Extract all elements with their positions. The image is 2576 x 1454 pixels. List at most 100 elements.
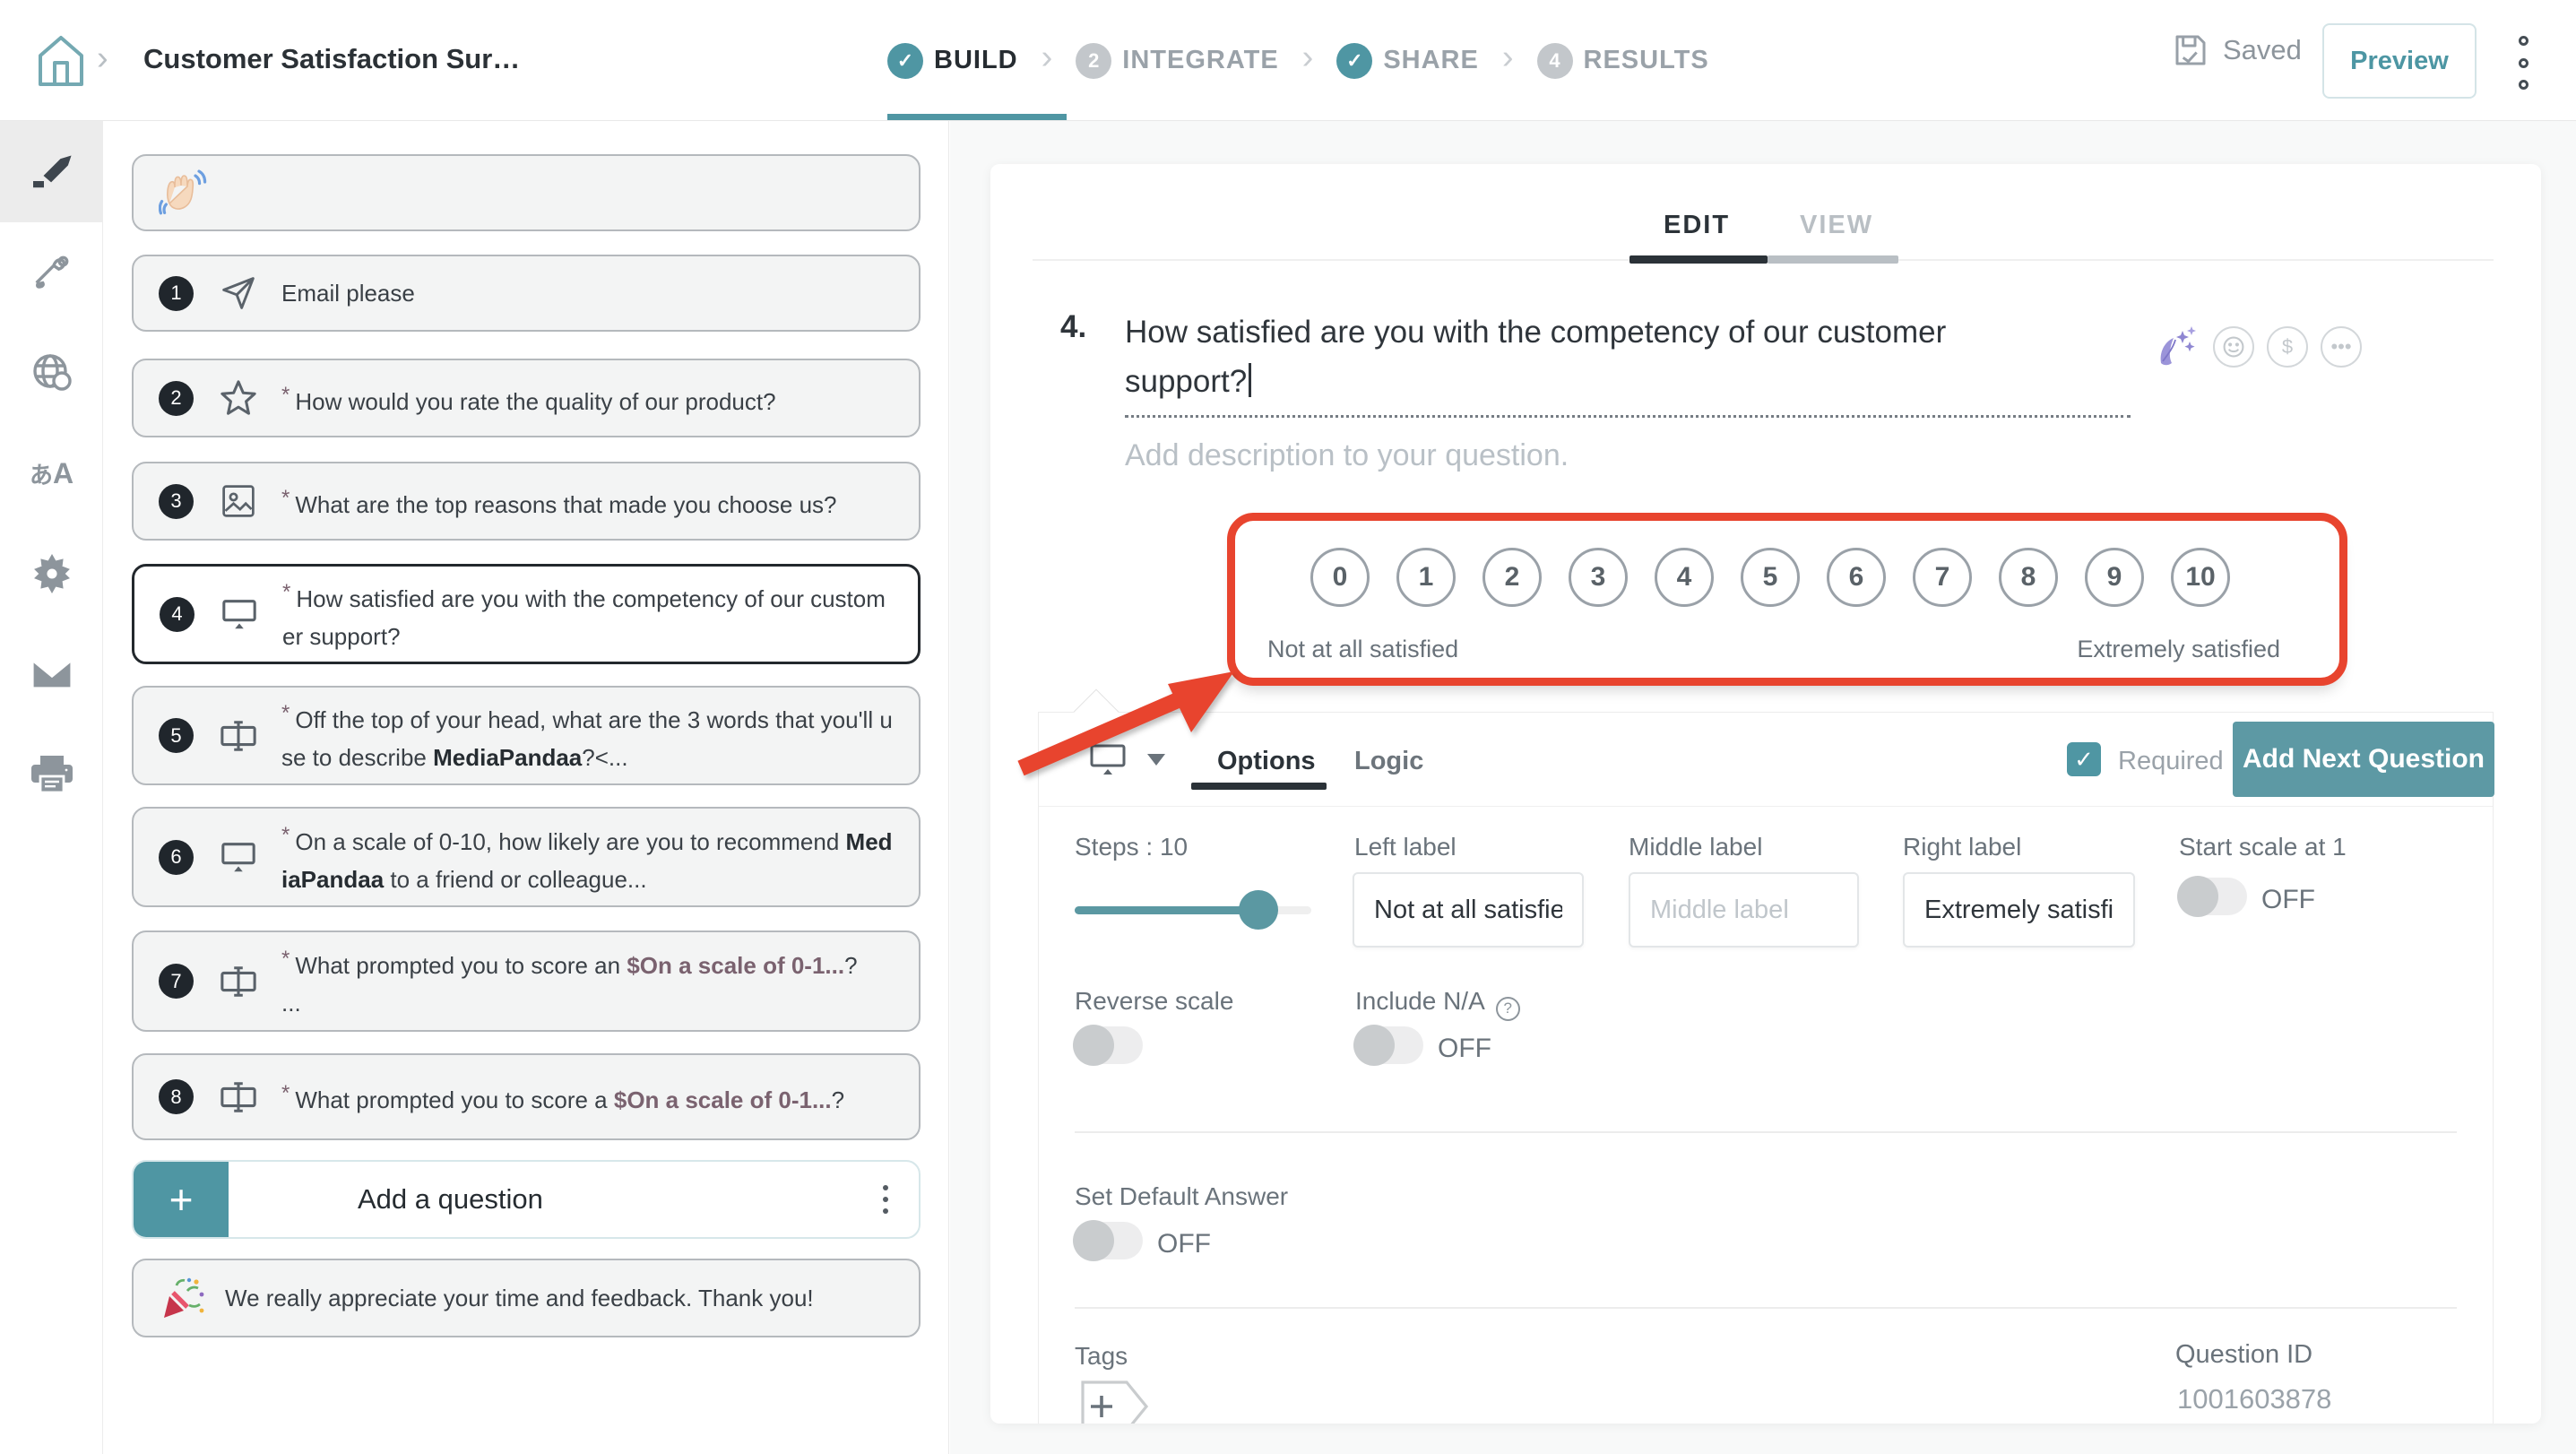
question-item-5[interactable]: 5 * Off the top of your head, what are th…	[132, 686, 921, 785]
question-item-6[interactable]: 6 * On a scale of 0-10, how likely are yo…	[132, 807, 921, 907]
scale-option-5[interactable]: 5	[1741, 548, 1800, 607]
question-item-1[interactable]: 1 Email please	[132, 255, 921, 332]
more-actions-icon[interactable]: •••	[2321, 326, 2362, 368]
start-scale-label: Start scale at 1	[2179, 833, 2347, 861]
add-question-button[interactable]: + Add a question	[132, 1160, 921, 1239]
tags-label: Tags	[1075, 1342, 1128, 1370]
slider-thumb[interactable]	[1239, 890, 1278, 930]
question-item-3[interactable]: 3 * What are the top reasons that made yo…	[132, 462, 921, 541]
question-text: * What prompted you to score a $On a scal…	[281, 1081, 845, 1113]
tab-options[interactable]: Options	[1217, 747, 1316, 775]
reverse-scale-toggle[interactable]	[1073, 1025, 1143, 1066]
survey-title: Customer Satisfaction Sur…	[143, 43, 521, 74]
question-number-badge: 7	[159, 964, 194, 999]
variable-insert-icon[interactable]: $	[2267, 326, 2308, 368]
question-item-8[interactable]: 8 * What prompted you to score a $On a sc…	[132, 1053, 921, 1140]
options-tab-underline	[1191, 783, 1327, 790]
question-text: * How satisfied are you with the competen…	[282, 579, 886, 650]
thank-you-text: We really appreciate your time and feedb…	[225, 1285, 814, 1311]
step-integrate[interactable]: 2 INTEGRATE	[1076, 42, 1278, 79]
printer-icon	[30, 756, 73, 794]
step-results[interactable]: 4 RESULTS	[1536, 42, 1709, 79]
opinion-scale-icon	[1090, 744, 1126, 775]
scale-option-2[interactable]: 2	[1482, 548, 1542, 607]
scale-option-8[interactable]: 8	[1999, 548, 2058, 607]
rail-item-translate[interactable]: あA	[0, 423, 103, 524]
welcome-card[interactable]	[132, 154, 921, 231]
left-label-input[interactable]	[1353, 872, 1584, 948]
question-item-2[interactable]: 2 * How would you rate the quality of our…	[132, 359, 921, 437]
tab-view-underline	[1768, 255, 1898, 264]
tab-logic[interactable]: Logic	[1354, 747, 1424, 775]
scale-option-3[interactable]: 3	[1569, 548, 1628, 607]
description-placeholder[interactable]: Add description to your question.	[1125, 438, 1569, 472]
tab-view[interactable]: VIEW	[1800, 211, 1874, 239]
add-tag-button[interactable]	[1080, 1380, 1152, 1424]
thank-you-card[interactable]: We really appreciate your time and feedb…	[132, 1259, 921, 1337]
preview-button[interactable]: Preview	[2322, 23, 2477, 99]
edit-pencil-icon	[32, 154, 72, 187]
scale-option-7[interactable]: 7	[1913, 548, 1972, 607]
middle-label-input[interactable]	[1629, 872, 1859, 948]
opinion-scale-preview: 0 1 2 3 4 5 6 7 8 9 10	[1310, 548, 2230, 607]
include-na-toggle[interactable]	[1353, 1025, 1423, 1066]
question-title-actions: $ •••	[2154, 324, 2362, 370]
more-options-menu[interactable]	[2510, 36, 2537, 90]
question-number-badge: 5	[159, 718, 194, 753]
step-share[interactable]: ✓ SHARE	[1336, 42, 1479, 79]
left-icon-rail: あA	[0, 121, 103, 1454]
rail-item-settings[interactable]	[0, 524, 103, 624]
scale-option-6[interactable]: 6	[1827, 548, 1886, 607]
question-type-selector[interactable]	[1088, 741, 1165, 777]
check-icon: ✓	[1336, 42, 1373, 79]
question-text: Email please	[281, 280, 415, 307]
step-number-badge: 4	[1536, 42, 1573, 79]
rail-item-theme[interactable]	[0, 222, 103, 323]
default-answer-label: Set Default Answer	[1075, 1182, 1289, 1210]
rail-item-build-editor[interactable]	[0, 121, 103, 222]
rail-item-print[interactable]	[0, 724, 103, 825]
emoji-picker-icon[interactable]	[2213, 326, 2254, 368]
scale-option-1[interactable]: 1	[1396, 548, 1456, 607]
text-input-icon	[220, 965, 256, 997]
question-text: * On a scale of 0-10, how likely are you …	[281, 822, 893, 893]
step-build[interactable]: ✓ BUILD	[887, 42, 1018, 79]
question-item-7[interactable]: 7 * What prompted you to score an $On a s…	[132, 930, 921, 1032]
step-number-badge: 2	[1076, 42, 1112, 79]
waving-hand-emoji	[159, 169, 207, 215]
check-icon: ✓	[887, 42, 923, 79]
help-icon[interactable]: ?	[1495, 996, 1520, 1021]
question-title-input[interactable]: How satisfied are you with the competenc…	[1125, 315, 1947, 399]
default-answer-toggle[interactable]	[1073, 1220, 1143, 1261]
scale-option-0[interactable]: 0	[1310, 548, 1370, 607]
annotation-arrow	[1017, 671, 1234, 776]
home-button[interactable]	[32, 32, 90, 90]
right-label-input[interactable]	[1903, 872, 2135, 948]
start-scale-toggle[interactable]	[2177, 876, 2247, 917]
settings-gear-icon	[33, 553, 70, 594]
theme-brush-icon	[35, 255, 68, 289]
add-next-question-button[interactable]: Add Next Question	[2233, 722, 2494, 797]
active-step-underline	[887, 114, 1067, 120]
tab-edit-underline	[1629, 255, 1768, 264]
steps-slider[interactable]	[1075, 890, 1311, 930]
scale-right-label: Extremely satisfied	[2077, 636, 2280, 662]
middle-label-title: Middle label	[1629, 833, 1763, 861]
start-scale-state: OFF	[2261, 885, 2315, 914]
ai-wand-icon[interactable]	[2154, 324, 2200, 370]
globe-icon	[32, 354, 72, 391]
home-icon	[39, 36, 83, 86]
required-checkbox[interactable]: ✓	[2067, 742, 2101, 776]
editor-area: EDIT VIEW 4. How satisfied are you with …	[950, 121, 2576, 1454]
rail-item-email[interactable]	[0, 624, 103, 724]
top-bar: › Customer Satisfaction Sur… ✓ BUILD › 2…	[0, 0, 2576, 121]
question-id-label: Question ID	[2175, 1340, 2313, 1369]
scale-option-10[interactable]: 10	[2171, 548, 2230, 607]
scale-option-4[interactable]: 4	[1655, 548, 1714, 607]
add-question-menu[interactable]	[883, 1185, 888, 1214]
rail-item-global-settings[interactable]	[0, 323, 103, 423]
tab-edit[interactable]: EDIT	[1664, 211, 1731, 239]
scale-option-9[interactable]: 9	[2085, 548, 2144, 607]
question-item-4-selected[interactable]: 4 * How satisfied are you with the compet…	[132, 564, 921, 664]
